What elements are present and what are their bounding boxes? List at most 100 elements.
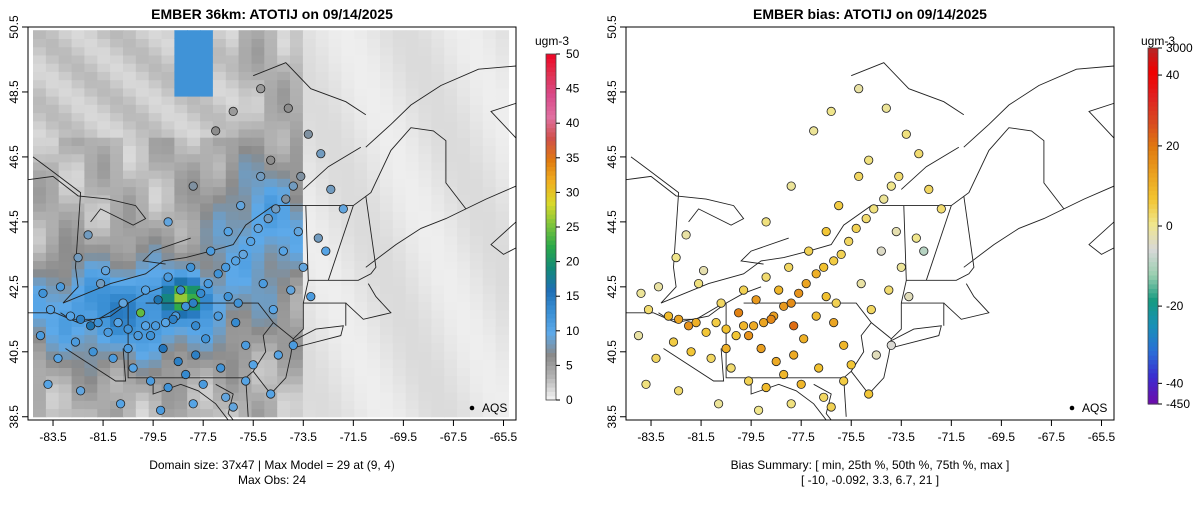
heatmap-cell [431,342,445,352]
heatmap-cell [238,79,253,89]
heatmap-cell [341,145,355,155]
heatmap-cell [315,326,330,336]
heatmap-cell [469,359,484,368]
heatmap-cell [482,38,497,48]
heatmap-cell [200,104,214,114]
heatmap-cell [469,334,484,344]
heatmap-cell [33,79,47,89]
heatmap-cell [444,128,458,138]
model-x-tick-label: -79.5 [139,430,167,444]
heatmap-cell [33,277,47,286]
model-obs-point [321,246,331,256]
bias-obs-point [784,262,794,272]
model-obs-point [158,343,168,354]
heatmap-cell [135,30,150,39]
heatmap-cell [212,194,227,204]
heatmap-cell [225,351,240,360]
heatmap-cell [187,112,201,122]
model-obs-point [181,369,191,380]
heatmap-cell [495,128,510,138]
heatmap-cell [457,326,471,336]
heatmap-cell [200,318,214,327]
heatmap-cell [457,293,471,303]
heatmap-cell [238,235,253,245]
heatmap-cell [418,79,432,89]
heatmap-cell [45,227,60,237]
heatmap-cell [431,145,445,155]
heatmap-cell [469,285,484,294]
heatmap-cell [469,268,484,278]
heatmap-cell [392,252,407,262]
model-panel: EMBER 36km: ATOTIJ on 09/14/2025 -83.5 -8… [7,6,580,487]
bias-colorbar-segment [1148,328,1158,334]
heatmap-cell [315,400,330,410]
heatmap-cell [341,46,355,56]
heatmap-cell [405,186,420,196]
heatmap-cell [225,252,240,262]
heatmap-cell [469,194,484,204]
heatmap-cell [290,244,304,253]
heatmap-cell [341,293,355,303]
bias-obs-point [636,288,646,298]
heatmap-cell [174,202,188,212]
heatmap-cell [238,30,253,39]
heatmap-cell [444,153,458,163]
heatmap-cell [148,244,163,253]
heatmap-cell [97,71,111,81]
heatmap-cell [495,54,510,64]
heatmap-cell [225,153,240,163]
bias-colorbar-segment [1148,159,1158,165]
heatmap-cell [71,260,86,270]
heatmap-cell [290,79,304,89]
heatmap-cell [380,268,394,278]
heatmap-cell [212,71,227,81]
bias-obs-point [856,278,866,289]
heatmap-cell [187,211,201,220]
heatmap-cell [290,87,304,97]
model-colorbar-segment [546,105,556,111]
heatmap-cell [495,46,510,56]
bias-obs-point [789,350,799,360]
heatmap-cell [380,54,394,64]
heatmap-cell [251,71,265,81]
heatmap-cell [161,96,175,105]
heatmap-cell [84,260,98,270]
bias-colorbar-segment [1148,79,1158,85]
heatmap-cell [290,63,304,72]
heatmap-cell [354,120,368,130]
heatmap-cell [277,178,291,188]
heatmap-cell [277,342,291,352]
heatmap-cell [290,178,304,188]
heatmap-cell [431,194,445,204]
bias-colorbar-segment [1148,150,1158,156]
heatmap-cell [482,219,497,229]
heatmap-cell [354,235,368,245]
heatmap-cell [33,96,47,105]
heatmap-cell [418,309,432,319]
heatmap-cell [380,104,394,114]
heatmap-cell [148,79,163,89]
heatmap-cell [45,161,60,171]
heatmap-cell [148,277,163,286]
heatmap-cell [380,153,394,163]
heatmap-cell [58,293,73,303]
heatmap-cell [174,137,188,146]
heatmap-cell [315,96,330,105]
model-obs-point [163,382,173,393]
heatmap-cell [354,260,368,270]
heatmap-cell [341,375,355,385]
heatmap-cell [148,120,163,130]
heatmap-cell [495,334,510,344]
heatmap-cell [225,334,240,344]
heatmap-cell [469,137,484,146]
heatmap-cell [290,375,304,385]
heatmap-cell [187,252,201,262]
bias-colorbar-segment [1148,74,1158,80]
heatmap-cell [200,63,214,72]
model-boundary-line [490,102,516,139]
heatmap-cell [71,235,86,245]
model-colorbar-segment [546,322,556,327]
heatmap-cell [315,260,330,270]
model-obs-point [136,308,146,318]
